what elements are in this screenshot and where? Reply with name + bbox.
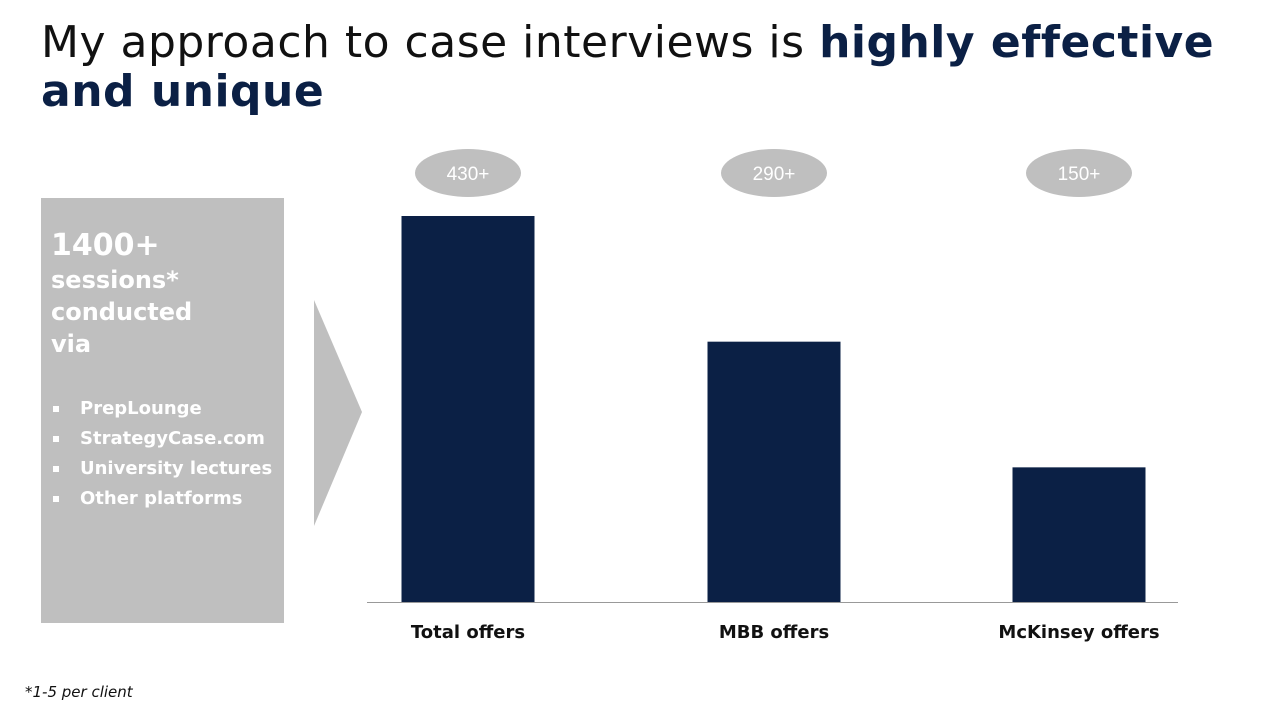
platform-item: Other platforms <box>53 488 283 510</box>
data-label-bubble <box>415 149 521 197</box>
data-label: 430+ <box>447 164 490 185</box>
bullet-icon <box>53 496 59 502</box>
bar <box>1012 467 1146 602</box>
bullet-icon <box>53 436 59 442</box>
platform-item: StrategyCase.com <box>53 428 283 450</box>
category-label: McKinsey offers <box>998 622 1159 643</box>
chevron-right-icon <box>314 300 362 526</box>
title-text-regular: My approach to case interviews is <box>41 17 820 68</box>
bar <box>707 341 841 602</box>
page-title: My approach to case interviews is highly… <box>41 18 1241 116</box>
sessions-panel: 1400+ sessions* conducted via PrepLounge… <box>41 198 284 623</box>
data-label-bubble <box>721 149 827 197</box>
category-label: Total offers <box>411 622 525 643</box>
title-text-highlight: highly effective <box>819 17 1215 68</box>
data-label-bubble <box>1026 149 1132 197</box>
sessions-count: 1400+ <box>51 228 160 263</box>
bullet-icon <box>53 466 59 472</box>
platform-list: PrepLounge StrategyCase.com University l… <box>53 398 283 518</box>
platform-item: PrepLounge <box>53 398 283 420</box>
bar <box>401 216 535 602</box>
footnote: *1-5 per client <box>25 683 133 701</box>
sessions-heading: 1400+ sessions* conducted via <box>51 228 276 360</box>
category-label: MBB offers <box>719 622 829 643</box>
sessions-line-3: via <box>51 330 92 358</box>
platform-item: University lectures <box>53 458 283 480</box>
sessions-line-2: conducted <box>51 298 193 326</box>
data-label: 150+ <box>1058 164 1101 185</box>
offers-bar-chart: 430+ Total offers 290+ MBB offers 150+ McKins… <box>367 149 1178 643</box>
bullet-icon <box>53 406 59 412</box>
sessions-line-1: sessions* <box>51 266 179 294</box>
data-label: 290+ <box>753 164 796 185</box>
title-text-highlight-2: and unique <box>41 66 325 117</box>
